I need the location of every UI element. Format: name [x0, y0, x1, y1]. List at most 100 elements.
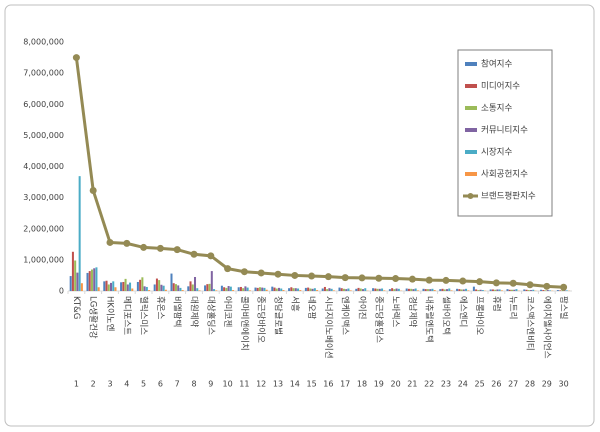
bar: [86, 272, 89, 291]
line-marker: [341, 274, 349, 282]
line-marker: [408, 275, 416, 283]
bar: [275, 288, 278, 291]
bar: [194, 276, 197, 291]
bar: [78, 176, 81, 291]
bar: [491, 289, 494, 291]
line-marker: [459, 277, 467, 285]
x-tick-label: 종근당바이오: [256, 296, 267, 343]
bar: [481, 290, 484, 291]
bar: [110, 282, 113, 291]
bar: [549, 290, 552, 291]
bar: [71, 251, 74, 291]
rank-label: 16: [323, 380, 333, 389]
bar: [107, 284, 110, 291]
line-marker: [509, 279, 517, 287]
rank-label: 2: [91, 380, 96, 389]
bar: [328, 288, 331, 291]
bar: [326, 289, 329, 291]
x-tick-label: 내츄럴엔도텍: [424, 296, 435, 343]
bar: [405, 288, 408, 291]
bar: [198, 290, 201, 291]
bar: [220, 285, 223, 291]
x-tick-label: 코스맥스엔비티: [525, 296, 536, 351]
line-marker: [156, 244, 164, 252]
bar: [456, 288, 459, 291]
rank-label: 25: [475, 380, 485, 389]
bar: [239, 286, 242, 291]
line-marker: [425, 276, 433, 284]
bar: [244, 286, 247, 291]
bar: [93, 268, 96, 291]
y-tick-label: 0: [59, 287, 64, 296]
line-marker: [392, 275, 400, 283]
bar: [500, 290, 503, 291]
x-tick-label: LG생활건강: [88, 296, 99, 339]
bar: [376, 288, 379, 291]
line-marker: [375, 274, 383, 282]
bar: [213, 289, 216, 291]
x-tick-label: KT&G: [71, 296, 81, 319]
bar: [97, 287, 100, 291]
bar: [441, 288, 444, 291]
bar: [242, 288, 245, 291]
bar: [559, 290, 562, 291]
bar: [187, 286, 190, 291]
bar: [342, 288, 345, 291]
bar: [359, 288, 362, 291]
bar: [126, 284, 129, 291]
x-tick-label: 엔케이맥스: [340, 296, 351, 335]
bar: [307, 287, 310, 291]
x-tick-label: 대원제약: [189, 296, 200, 327]
rank-label: 14: [290, 380, 300, 389]
x-tick-label: 콜마비앤에이치: [239, 296, 250, 351]
bar: [273, 287, 276, 291]
rank-label: 20: [391, 380, 401, 389]
bar: [508, 289, 511, 291]
bar: [141, 277, 144, 291]
x-tick-label: HK이노엔: [105, 296, 116, 332]
x-tick-label: 에스엔디: [457, 296, 468, 327]
bar: [280, 288, 283, 291]
bar: [563, 290, 566, 291]
line-marker: [190, 250, 198, 258]
bar: [139, 279, 142, 291]
bar: [210, 271, 213, 291]
bar: [433, 290, 436, 291]
bar: [297, 288, 300, 291]
line-marker: [123, 239, 131, 247]
rank-label: 15: [307, 380, 317, 389]
y-tick-label: 5,000,000: [23, 131, 64, 140]
x-tick-label: 휴온스: [155, 296, 165, 320]
bar: [460, 289, 463, 291]
bar: [153, 284, 156, 291]
bar: [362, 289, 365, 291]
line-marker: [442, 276, 450, 284]
bar: [349, 290, 352, 291]
bar: [181, 290, 184, 291]
bar: [443, 289, 446, 291]
y-tick-label: 6,000,000: [23, 100, 64, 109]
bar: [397, 288, 400, 291]
bar: [496, 289, 499, 291]
rank-label: 4: [124, 380, 129, 389]
bar: [364, 288, 367, 291]
bar: [510, 289, 513, 291]
line-marker: [358, 274, 366, 282]
bar: [546, 290, 549, 291]
x-tick-label: 시너지이노베이션: [323, 296, 334, 359]
bar: [477, 290, 480, 291]
x-tick-label: 대상홀딩스: [205, 296, 216, 335]
bar: [542, 290, 545, 291]
bar: [429, 289, 432, 291]
bar: [103, 281, 106, 291]
rank-label: 23: [441, 380, 451, 389]
bar: [105, 280, 108, 291]
bar: [407, 288, 410, 291]
x-tick-label: 헬릭스미스: [138, 296, 149, 335]
bar: [90, 269, 93, 291]
bar: [309, 288, 312, 291]
x-tick-label: 뉴트리: [508, 296, 518, 319]
x-tick-label: 네오팜: [306, 296, 317, 320]
rank-label: 10: [223, 380, 233, 389]
bar: [340, 288, 343, 291]
